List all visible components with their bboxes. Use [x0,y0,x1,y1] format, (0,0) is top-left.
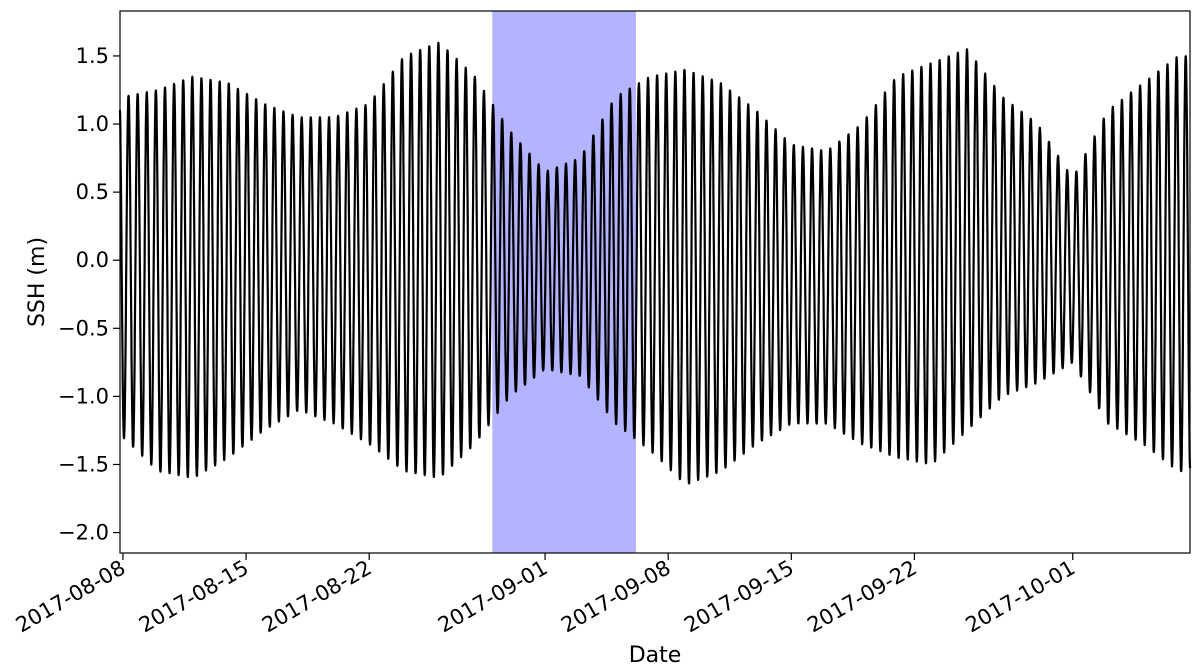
y-tick-label: 0.0 [76,248,109,272]
plot-frame [119,10,1191,554]
y-tick-label: 0.5 [76,180,109,204]
x-axis-label: Date [629,643,682,668]
y-axis-ticks: 1.5 1.0 0.5 0.0 −0.5 −1.0 −1.5 −2.0 [58,44,120,545]
y-tick-label: −1.0 [58,384,109,408]
y-tick-label: 1.0 [76,112,109,136]
ssh-series-line [118,41,1192,485]
y-axis-label: SSH (m) [25,237,50,327]
y-tick-label: −1.5 [58,452,109,476]
y-tick-label: −2.0 [58,521,109,545]
y-tick-label: −0.5 [58,316,109,340]
y-tick-label: 1.5 [76,44,109,68]
